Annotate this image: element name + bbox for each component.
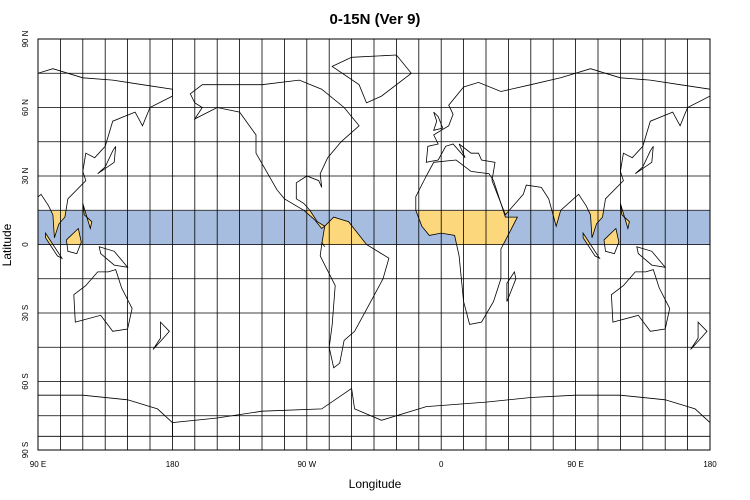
land-shape [190,80,360,229]
land-shape [611,269,670,332]
land-shape [320,217,389,368]
coastline [582,231,601,260]
land-shape [97,146,116,174]
y-tick-label: 90 S [21,442,30,458]
coastline [98,246,129,268]
grid [38,39,710,450]
land-shape [426,68,710,238]
land-shape [332,55,412,103]
coastline [610,269,671,332]
x-tick-label: 90 E [30,460,46,469]
land-shape [153,322,170,350]
land-shape [635,146,654,174]
coastline [635,146,654,175]
land-shape-band [583,233,591,245]
y-axis-label: Latitude [0,223,14,266]
land [38,55,710,437]
land-shape [38,68,173,238]
x-tick-label: 180 [703,460,717,469]
land-shape-band [45,233,54,245]
y-tick-label: 60 N [21,99,30,116]
x-tick-label: 90 E [567,460,583,469]
coastline [319,216,390,369]
coastline [45,231,64,260]
x-tick-label: 0 [439,460,444,469]
coastline [82,203,93,231]
coastline [690,321,708,350]
coastline [433,111,444,131]
land-shape-band [66,228,82,245]
coastline [38,68,173,238]
coastline [172,387,710,437]
y-tick-label: 90 N [21,30,30,47]
coastline [506,270,517,302]
land-shape [506,271,516,302]
coastline [73,269,133,332]
coastline [38,394,173,437]
coastline [65,227,82,255]
land-shape [690,322,707,350]
x-ticks: 90 E 180 90 W 0 90 E 180 [30,460,717,469]
land-in-band [45,210,630,245]
coastline [620,203,630,231]
land-shape-band [321,217,368,245]
plot-frame [37,38,711,451]
plot-area [38,39,710,450]
x-tick-label: 90 W [297,460,316,469]
land-shape-band [604,228,619,245]
land-shape [636,246,666,268]
coastline [415,159,519,325]
y-ticks: 90 N 60 N 30 N 0 30 S 60 S 90 S [21,30,30,458]
coastline [321,241,326,248]
y-tick-label: 30 S [21,305,30,321]
coastline [636,246,667,268]
land-shape [433,112,443,131]
y-tick-label: 0 [21,242,30,247]
y-tick-label: 60 S [21,373,30,389]
land-shape [99,246,128,268]
y-tick-label: 30 N [21,167,30,184]
x-tick-label: 180 [166,460,180,469]
coastline [425,68,710,238]
x-axis-label: Longitude [349,477,402,491]
coastline [189,79,360,230]
coastlines [38,54,710,437]
map-title: 0-15N (Ver 9) [330,11,421,28]
coastline [331,54,412,104]
land-shape [73,269,133,332]
coastline [603,227,620,255]
coastline [152,321,170,350]
coastline [97,146,117,175]
